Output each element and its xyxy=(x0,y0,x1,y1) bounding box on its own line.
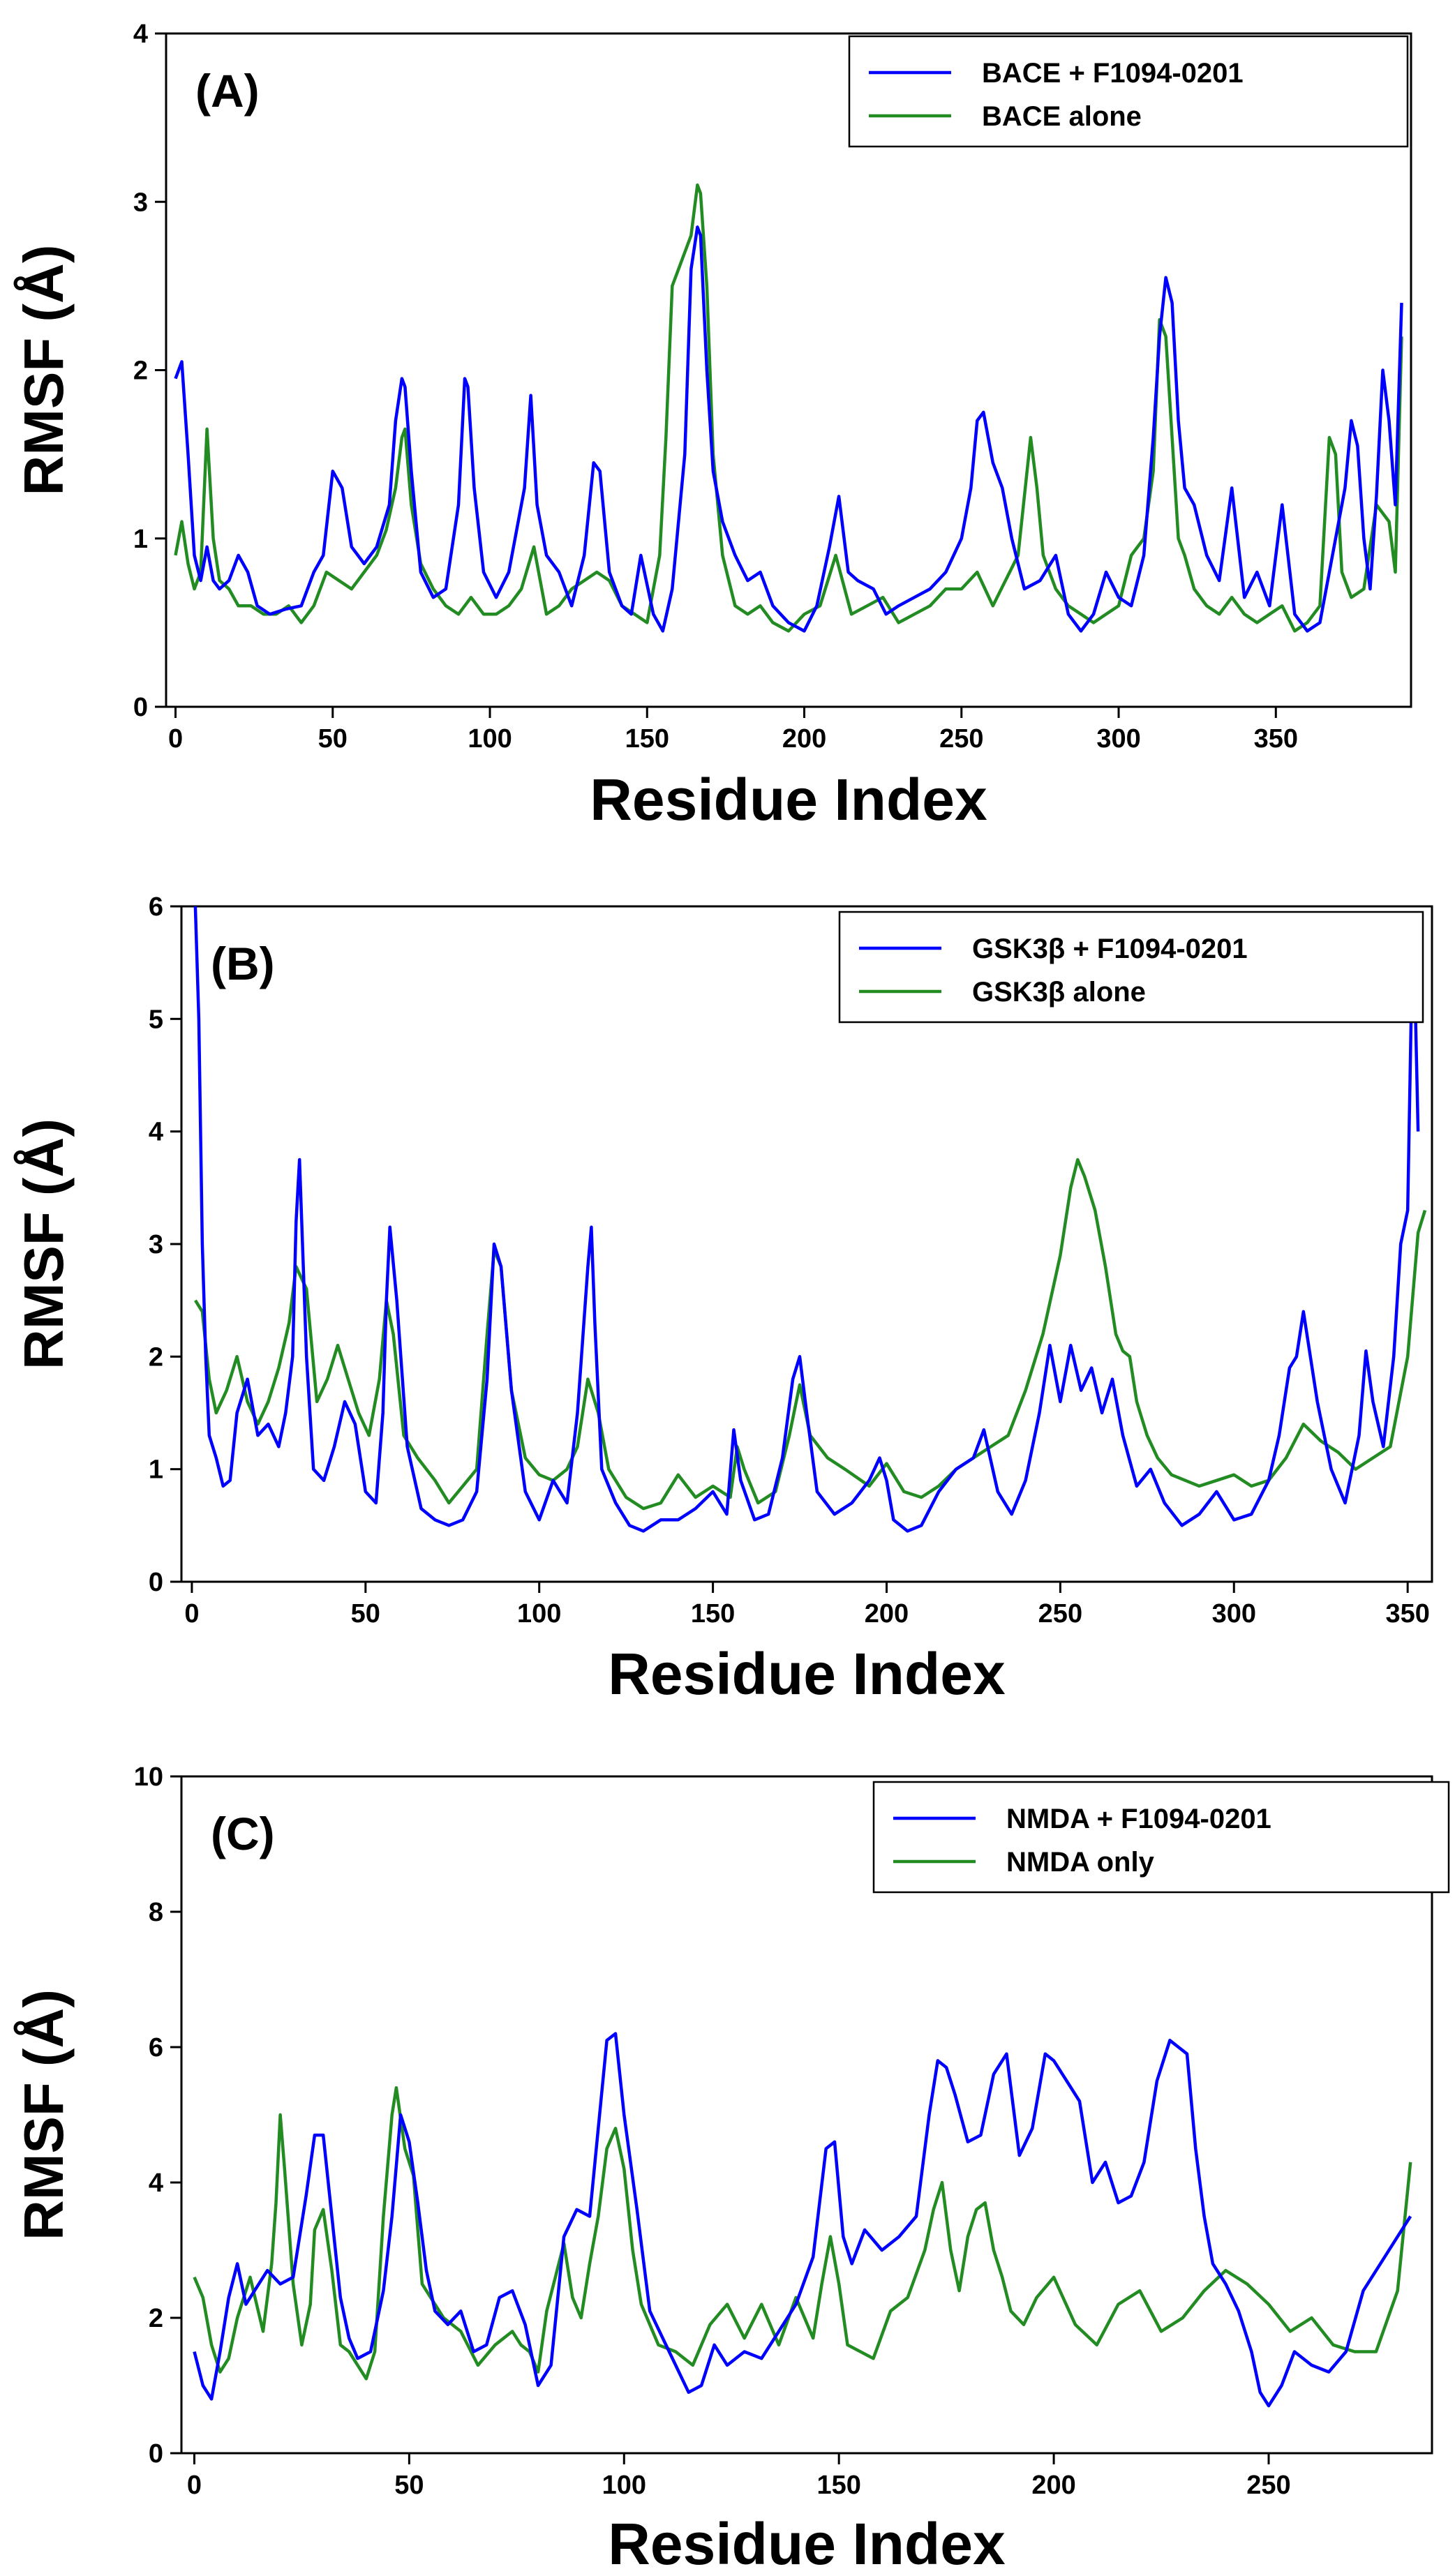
x-tick-label: 250 xyxy=(1038,1599,1082,1628)
y-tick-label: 3 xyxy=(133,188,148,217)
chart-panel: 0 1 2 3 4 0 50 100 150 200 250 300 350 (A) BACE + F109… xyxy=(13,20,1412,832)
plot-frame xyxy=(180,1775,1433,2455)
y-tick-label: 4 xyxy=(149,2169,163,2198)
y-tick-label: 0 xyxy=(149,1568,163,1597)
y-tick-label: 0 xyxy=(133,693,148,722)
x-tick-label: 200 xyxy=(1031,2471,1075,2500)
x-tick-label: 350 xyxy=(1385,1599,1429,1628)
y-tick-label: 1 xyxy=(133,525,148,554)
x-tick-label: 0 xyxy=(168,724,183,754)
x-tick-label: 0 xyxy=(184,1599,199,1628)
x-axis-title: Residue Index xyxy=(590,767,987,832)
x-tick-label: 150 xyxy=(816,2471,860,2500)
x-tick-label: 100 xyxy=(602,2471,646,2500)
y-axis-title: RMSF (Å) xyxy=(13,1989,75,2240)
y-tick-label: 0 xyxy=(149,2439,163,2469)
y-tick-label: 1 xyxy=(149,1455,163,1485)
y-tick-label: 10 xyxy=(134,1762,163,1792)
panel-label: (B) xyxy=(211,938,275,989)
series-line xyxy=(193,2085,1412,2381)
series-line xyxy=(174,225,1403,633)
chart-panel: 0 1 2 3 4 5 6 0 50 100 150 200 250 300 350 (B) GSK3β + F… xyxy=(13,892,1433,1707)
x-tick-label: 300 xyxy=(1096,724,1140,754)
y-tick-label: 4 xyxy=(133,20,148,49)
x-tick-label: 50 xyxy=(394,2471,424,2500)
panel-label: (C) xyxy=(211,1808,275,1859)
legend-label: BACE + F1094-0201 xyxy=(982,58,1244,89)
legend-label: GSK3β alone xyxy=(972,977,1146,1008)
x-tick-label: 0 xyxy=(187,2471,202,2500)
x-tick-label: 200 xyxy=(865,1599,909,1628)
legend-box xyxy=(872,1781,1450,1894)
series-line xyxy=(193,1158,1427,1511)
x-axis-title: Residue Index xyxy=(608,2511,1006,2576)
series-line xyxy=(193,2032,1412,2408)
x-tick-label: 200 xyxy=(782,724,826,754)
legend-box xyxy=(848,35,1409,148)
y-tick-label: 4 xyxy=(149,1118,163,1147)
legend-label: NMDA only xyxy=(1006,1847,1155,1878)
y-tick-label: 6 xyxy=(149,892,163,922)
legend-label: NMDA + F1094-0201 xyxy=(1006,1804,1271,1834)
panel-label: (A) xyxy=(195,65,260,117)
x-tick-label: 150 xyxy=(691,1599,735,1628)
x-tick-label: 300 xyxy=(1212,1599,1256,1628)
x-tick-label: 250 xyxy=(1246,2471,1290,2500)
y-tick-label: 3 xyxy=(149,1230,163,1259)
legend-box xyxy=(838,911,1424,1024)
x-axis-title: Residue Index xyxy=(608,1641,1006,1707)
x-tick-label: 50 xyxy=(351,1599,380,1628)
y-tick-label: 6 xyxy=(149,2033,163,2062)
x-tick-label: 150 xyxy=(625,724,669,754)
x-tick-label: 100 xyxy=(468,724,512,754)
y-tick-label: 2 xyxy=(149,1342,163,1372)
legend-label: GSK3β + F1094-0201 xyxy=(972,934,1248,964)
x-tick-label: 50 xyxy=(318,724,348,754)
series-line xyxy=(193,906,1420,1533)
y-axis-title: RMSF (Å) xyxy=(13,1118,75,1370)
series-line xyxy=(174,183,1403,633)
y-tick-label: 2 xyxy=(133,357,148,386)
y-tick-label: 5 xyxy=(149,1005,163,1034)
y-tick-label: 2 xyxy=(149,2304,163,2333)
x-tick-label: 100 xyxy=(517,1599,561,1628)
x-tick-label: 250 xyxy=(939,724,983,754)
y-tick-label: 8 xyxy=(149,1898,163,1927)
x-tick-label: 350 xyxy=(1254,724,1298,754)
y-axis-title: RMSF (Å) xyxy=(13,245,75,496)
legend-label: BACE alone xyxy=(982,101,1142,132)
